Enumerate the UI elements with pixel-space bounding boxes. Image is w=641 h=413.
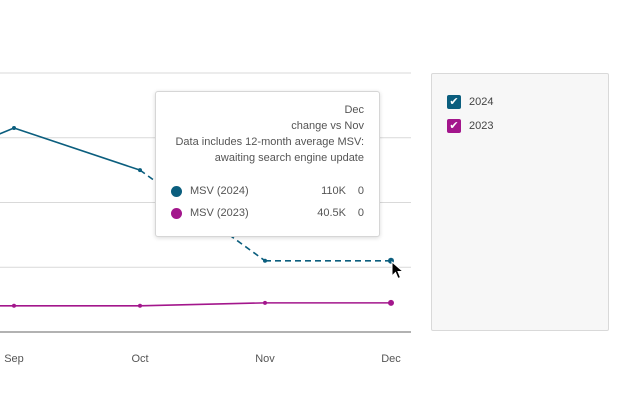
tooltip-series-label: MSV (2024)	[190, 185, 249, 197]
tooltip-note-line1: Data includes 12-month average MSV:	[175, 136, 364, 148]
tooltip-row-2023: MSV (2023) 40.5K 0	[171, 202, 364, 224]
series-point	[12, 303, 16, 308]
chart-tooltip: Dec change vs Nov Data includes 12-month…	[155, 91, 380, 237]
tooltip-series-change: 0	[357, 185, 364, 197]
series-point	[12, 126, 16, 131]
checkmark-icon: ✔	[449, 119, 459, 132]
checkmark-icon: ✔	[449, 95, 459, 108]
series-line-segment	[0, 127, 15, 135]
series-point	[138, 168, 142, 173]
legend-checkbox[interactable]: ✔	[447, 95, 461, 109]
legend-item-2023[interactable]: ✔ 2023	[447, 114, 608, 138]
tooltip-series-change: 0	[357, 207, 364, 219]
mouse-pointer-icon	[391, 261, 405, 280]
legend-item-2024[interactable]: ✔ 2024	[447, 90, 608, 114]
tooltip-change-label: change vs Nov	[291, 120, 364, 132]
x-tick-label: Sep	[4, 353, 24, 365]
chart-legend: ✔ 2024 ✔ 2023	[431, 73, 609, 331]
series-point	[138, 303, 142, 308]
tooltip-note-line2: awaiting search engine update	[214, 152, 364, 164]
series-line-segment	[13, 127, 141, 171]
tooltip-series-label: MSV (2023)	[190, 207, 249, 219]
x-tick-label: Dec	[381, 353, 401, 365]
tooltip-series-value: 110K	[321, 185, 346, 197]
legend-label: 2023	[469, 120, 494, 132]
series-line-segment	[139, 302, 266, 307]
legend-label: 2024	[469, 96, 494, 108]
series-point	[263, 258, 267, 263]
x-tick-label: Nov	[255, 353, 275, 365]
legend-checkbox[interactable]: ✔	[447, 119, 461, 133]
series-dot-icon	[171, 207, 182, 219]
tooltip-row-2024: MSV (2024) 110K 0	[171, 180, 364, 202]
series-point	[263, 300, 267, 305]
tooltip-series-value: 40.5K	[317, 207, 346, 219]
series-point	[388, 299, 394, 306]
series-dot-icon	[171, 185, 182, 197]
x-tick-label: Oct	[131, 353, 148, 365]
tooltip-month: Dec	[344, 104, 364, 116]
